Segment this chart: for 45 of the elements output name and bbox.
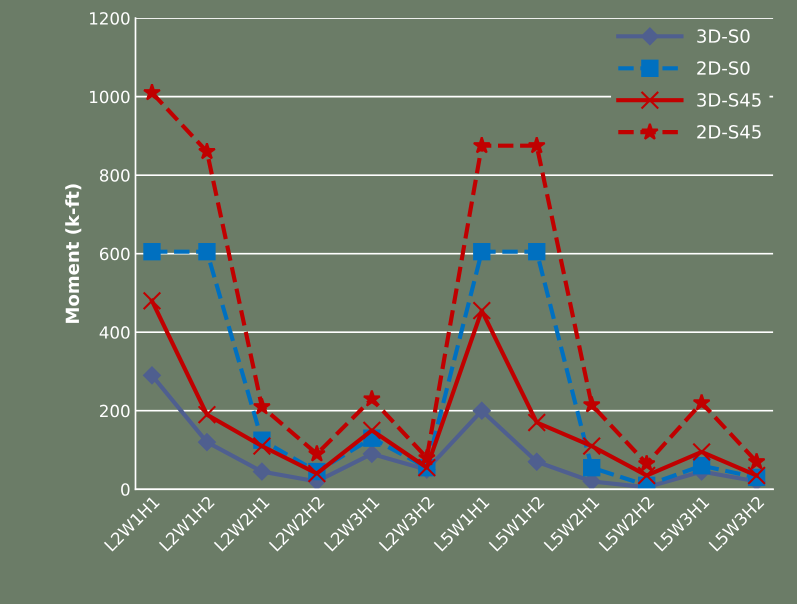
point (528, 136, 546, 154)
y-axis-title: Moment (k-ft) (65, 184, 82, 323)
point (528, 452, 546, 471)
point (198, 243, 216, 260)
point (198, 142, 216, 160)
point (638, 454, 656, 472)
point (473, 243, 490, 260)
point (582, 395, 601, 413)
y-tick-label: 200 (100, 404, 130, 418)
point (143, 366, 161, 384)
point (692, 442, 712, 462)
point (253, 462, 271, 480)
point (198, 433, 216, 452)
point (528, 243, 546, 260)
y-tick-label: 1000 (90, 90, 130, 104)
point (418, 448, 436, 466)
point (582, 436, 602, 456)
point (637, 466, 656, 485)
point (143, 83, 161, 100)
point (362, 445, 381, 463)
y-tick-label: 600 (100, 248, 130, 260)
point (308, 444, 326, 462)
point (692, 457, 710, 474)
point (142, 291, 162, 310)
point (583, 458, 600, 476)
legend-label: 3D-S45 (697, 93, 761, 107)
point (252, 436, 272, 456)
y-tick-label: 1200 (90, 12, 130, 25)
point (692, 393, 711, 411)
y-tick-label: 800 (100, 169, 130, 182)
point (472, 402, 491, 420)
point (198, 405, 216, 424)
point (362, 390, 381, 407)
y-tick-label: 0 (121, 483, 130, 496)
point (527, 413, 546, 432)
legend-label: 2D-S0 (697, 61, 750, 75)
point (252, 397, 271, 415)
point (472, 301, 492, 320)
point (143, 243, 161, 260)
y-tick-label: 400 (100, 326, 130, 339)
point (472, 136, 491, 154)
point (748, 452, 766, 470)
legend-label: 3D-S0 (697, 29, 750, 43)
legend-label: 2D-S45 (697, 125, 761, 139)
point (362, 420, 382, 440)
